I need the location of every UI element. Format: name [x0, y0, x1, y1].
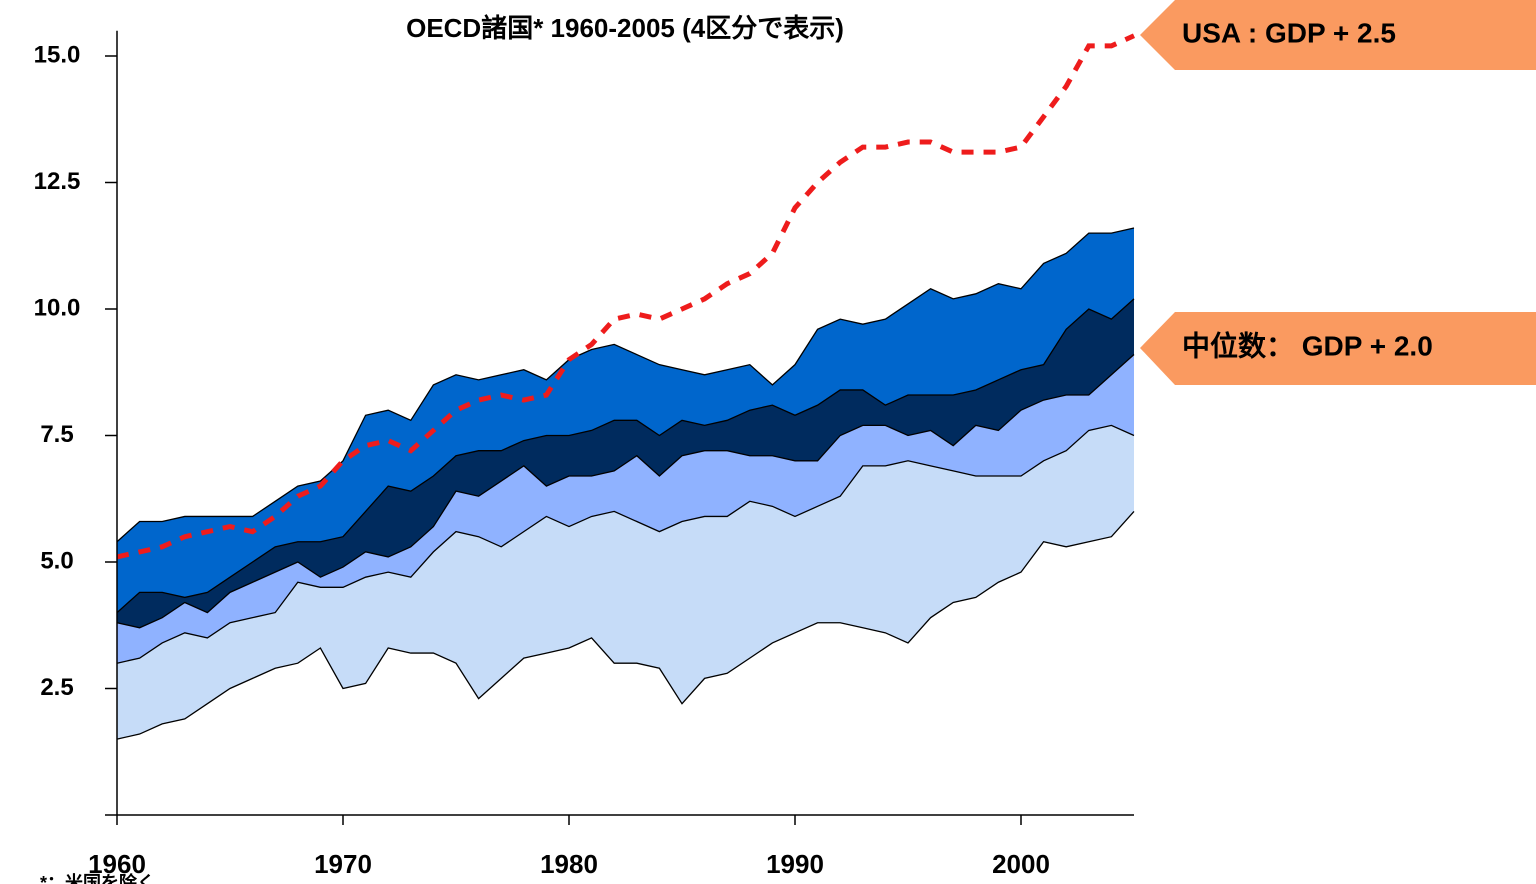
dashed-line	[116, 33, 1136, 560]
band-fill	[117, 425, 1134, 740]
y-tick-label: 12.5	[34, 168, 81, 195]
y-tick-label: 7.5	[40, 421, 73, 448]
band-fill	[117, 298, 1134, 628]
x-tick-label: 1990	[766, 849, 824, 879]
y-tick-label: 15.0	[34, 41, 81, 68]
y-tick-label: 2.5	[40, 674, 73, 701]
callout-box	[1140, 0, 1536, 70]
y-tick-label: 10.0	[34, 294, 81, 321]
x-tick-label: 2000	[992, 849, 1050, 879]
boundary-line	[116, 227, 1135, 543]
x-tick-label: 1970	[314, 849, 372, 879]
callouts: USA : GDP + 2.5 中位数： GDP + 2.0	[1140, 0, 1536, 385]
x-tick-label: 1980	[540, 849, 598, 879]
boundary-line	[116, 298, 1135, 614]
chart-title: OECD諸国* 1960-2005 (4区分で表示)	[406, 13, 844, 43]
y-tick-label: 5.0	[40, 547, 73, 574]
annotation: 中位数： GDP + 2.0	[1182, 329, 1433, 361]
boundary-line	[116, 510, 1135, 740]
callout-box	[1140, 312, 1536, 385]
band-fill	[117, 354, 1134, 664]
boundary-line	[116, 354, 1135, 629]
annotation: USA : GDP + 2.5	[1182, 17, 1396, 48]
boundary-line	[116, 424, 1135, 664]
x-tick-label: 1960	[88, 849, 146, 879]
footnote: *：米国を除く	[40, 872, 155, 884]
